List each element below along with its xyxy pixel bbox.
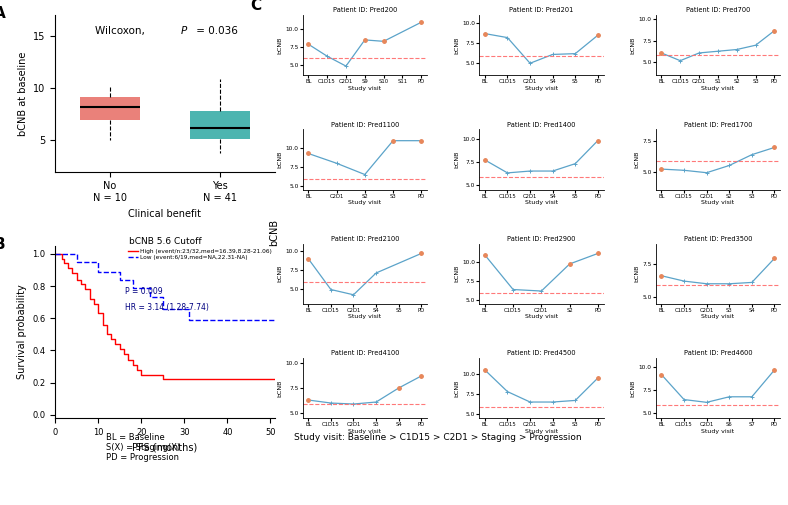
PathPatch shape [80, 96, 140, 120]
Y-axis label: Survival probability: Survival probability [17, 284, 27, 379]
Y-axis label: bCNB: bCNB [634, 265, 639, 282]
X-axis label: Study visit: Study visit [701, 200, 734, 205]
Title: Patient ID: Pred200: Patient ID: Pred200 [333, 8, 397, 13]
Title: Patient ID: Pred1400: Patient ID: Pred1400 [507, 122, 575, 128]
X-axis label: Study visit: Study visit [348, 314, 381, 319]
Legend: High (event/n:23/32,med=16.39,8.28-21.06), Low (event:6/19,med=NA,22.31-NA): High (event/n:23/32,med=16.39,8.28-21.06… [128, 248, 272, 260]
Title: Patient ID: Pred1100: Patient ID: Pred1100 [331, 122, 399, 128]
Text: Study visit: Baseline > C1D15 > C2D1 > Staging > Progression: Study visit: Baseline > C1D15 > C2D1 > S… [295, 433, 582, 442]
Y-axis label: bCNB: bCNB [277, 151, 283, 168]
Y-axis label: bCNB at baseline: bCNB at baseline [17, 52, 28, 136]
Text: Wilcoxon,: Wilcoxon, [95, 26, 148, 36]
Text: = 0.036: = 0.036 [194, 26, 238, 36]
X-axis label: Study visit: Study visit [701, 314, 734, 319]
Title: Patient ID: Pred1700: Patient ID: Pred1700 [684, 122, 753, 128]
X-axis label: Study visit: Study visit [348, 200, 381, 205]
Title: Patient ID: Pred4600: Patient ID: Pred4600 [684, 350, 753, 356]
Y-axis label: bCNB: bCNB [631, 36, 636, 54]
Y-axis label: bCNB: bCNB [631, 379, 636, 397]
Y-axis label: bCNB: bCNB [454, 36, 459, 54]
Y-axis label: bCNB: bCNB [634, 151, 639, 168]
Y-axis label: bCNB: bCNB [454, 151, 459, 168]
Text: B: B [0, 237, 6, 252]
Y-axis label: bCNB: bCNB [277, 36, 283, 54]
X-axis label: Study visit: Study visit [525, 200, 558, 205]
Title: Patient ID: Pred4500: Patient ID: Pred4500 [507, 350, 576, 356]
Text: BL = Baseline
S(X) = Staging(X)
PD = Progression: BL = Baseline S(X) = Staging(X) PD = Pro… [106, 433, 180, 463]
Y-axis label: bCNB: bCNB [277, 379, 283, 397]
Text: P = 0.009: P = 0.009 [125, 287, 163, 296]
X-axis label: Study visit: Study visit [348, 429, 381, 434]
Text: A: A [0, 6, 6, 21]
Text: bCNB: bCNB [269, 219, 279, 246]
Text: C: C [251, 0, 262, 13]
Title: bCNB 5.6 Cutoff: bCNB 5.6 Cutoff [128, 237, 201, 246]
Y-axis label: bCNB: bCNB [454, 265, 459, 282]
Title: Patient ID: Pred3500: Patient ID: Pred3500 [684, 236, 753, 242]
Title: Patient ID: Pred2100: Patient ID: Pred2100 [330, 236, 399, 242]
X-axis label: Study visit: Study visit [525, 429, 558, 434]
X-axis label: Clinical benefit: Clinical benefit [128, 209, 202, 219]
Y-axis label: bCNB: bCNB [454, 379, 459, 397]
PathPatch shape [190, 111, 250, 139]
Title: Patient ID: Pred201: Patient ID: Pred201 [509, 8, 574, 13]
Title: Patient ID: Pred700: Patient ID: Pred700 [686, 8, 750, 13]
X-axis label: Study visit: Study visit [525, 314, 558, 319]
Text: P: P [180, 26, 187, 36]
X-axis label: PFS (months): PFS (months) [132, 442, 198, 452]
X-axis label: Study visit: Study visit [701, 86, 734, 91]
X-axis label: Study visit: Study visit [525, 86, 558, 91]
Title: Patient ID: Pred2900: Patient ID: Pred2900 [507, 236, 575, 242]
Title: Patient ID: Pred4100: Patient ID: Pred4100 [330, 350, 399, 356]
X-axis label: Study visit: Study visit [348, 86, 381, 91]
X-axis label: Study visit: Study visit [701, 429, 734, 434]
Y-axis label: bCNB: bCNB [277, 265, 283, 282]
Text: HR = 3.14 (1.28-7.74): HR = 3.14 (1.28-7.74) [125, 302, 210, 312]
